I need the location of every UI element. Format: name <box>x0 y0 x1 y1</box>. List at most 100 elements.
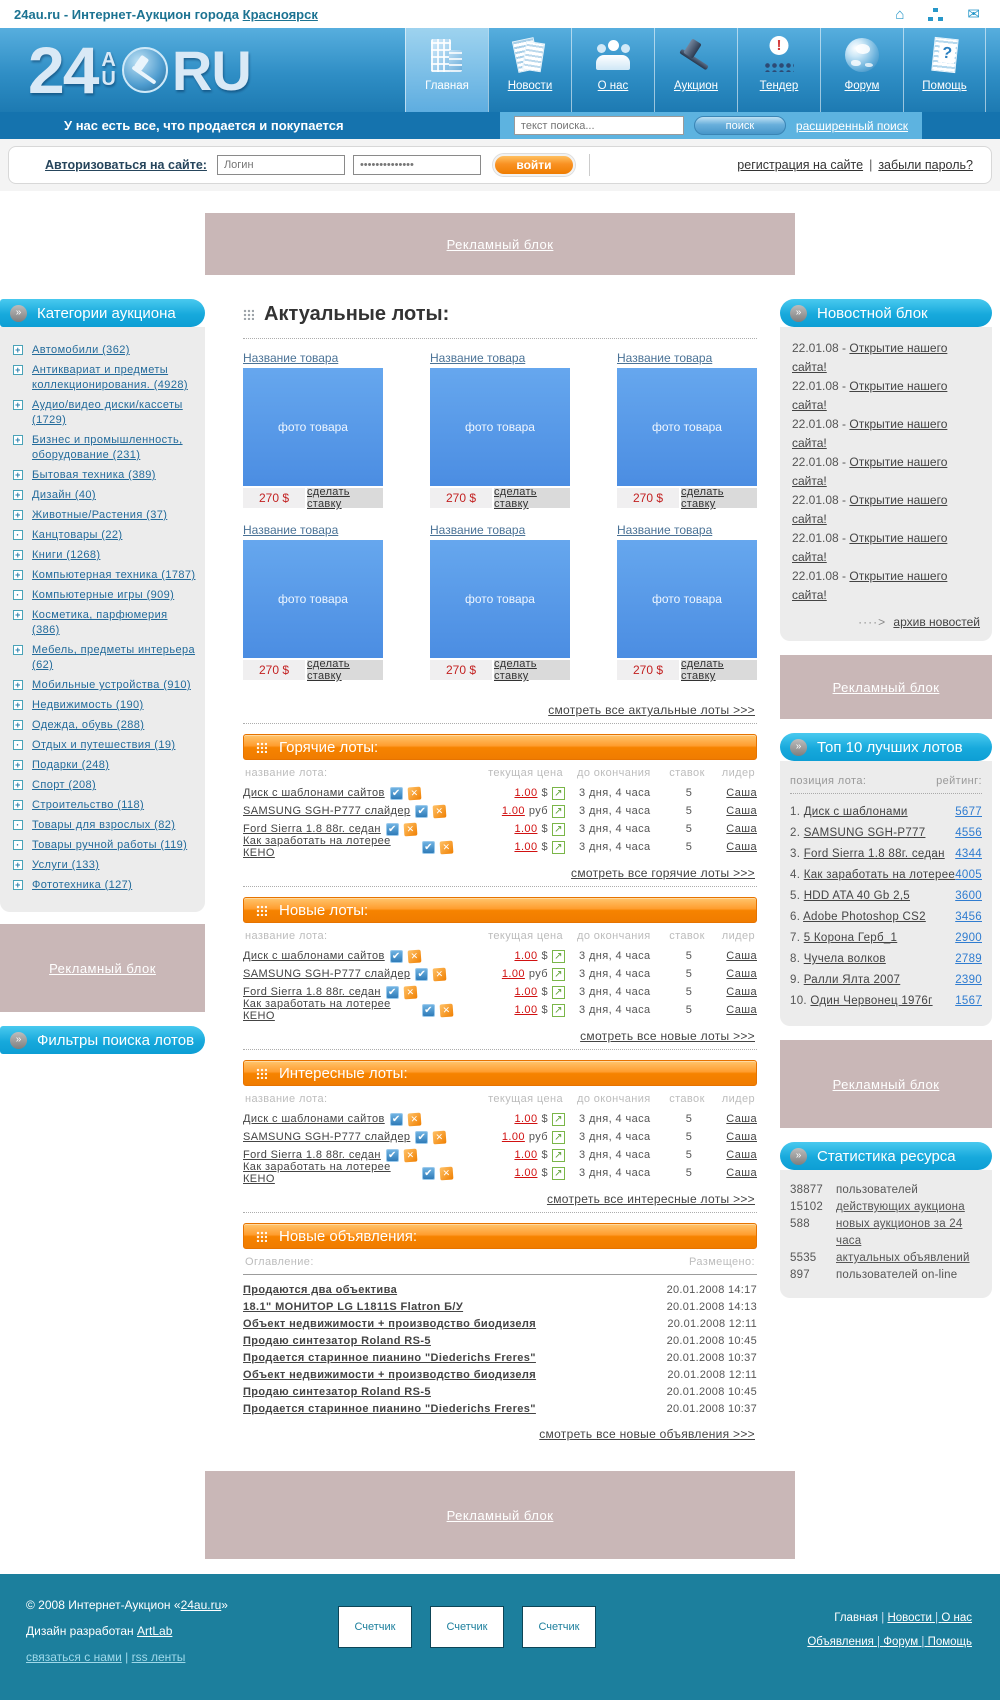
logo[interactable]: 24 A U RU <box>0 28 405 112</box>
current-price-link[interactable]: 1.00 <box>514 1167 538 1179</box>
lot-name-link[interactable]: Как заработать на лотерее КЕНО <box>243 998 391 1022</box>
news-link[interactable]: Открытие нашего сайта! <box>792 341 948 374</box>
news-link[interactable]: Открытие нашего сайта! <box>792 417 948 450</box>
news-archive-link[interactable]: архив новостей <box>893 615 980 629</box>
category-link[interactable]: Дизайн (40) <box>32 489 96 501</box>
current-price-link[interactable]: 1.00 <box>514 787 538 799</box>
place-bid-link[interactable]: сделать ставку <box>681 658 724 682</box>
leader-link[interactable]: Саша <box>726 841 757 853</box>
announcement-link[interactable]: Объект недвижимости + производство биоди… <box>243 1317 537 1330</box>
category-link[interactable]: Недвижимость (190) <box>32 699 144 711</box>
category-item[interactable]: · Компьютерные игры (909) <box>6 586 197 606</box>
search-button[interactable]: поиск <box>693 116 786 135</box>
view-all-announcements-link[interactable]: смотреть все новые объявления >>> <box>539 1427 755 1441</box>
top10-lot-link[interactable]: Один Червонец 1976г <box>810 995 933 1007</box>
nav-label[interactable]: Помощь <box>922 80 967 92</box>
top10-lot-link[interactable]: Ралли Ялта 2007 <box>803 974 901 986</box>
category-item[interactable]: + Бытовая техника (389) <box>6 466 197 486</box>
nav-label[interactable]: Главная <box>425 80 469 92</box>
expand-icon[interactable]: · <box>13 840 23 850</box>
watch-checkbox-icon[interactable] <box>415 804 429 818</box>
announcement-link[interactable]: Продается старинное пианино "Diederichs … <box>243 1402 536 1415</box>
top10-lot-link[interactable]: SAMSUNG SGH-P777 <box>803 827 926 839</box>
category-item[interactable]: + Косметика, парфюмерия (386) <box>6 606 197 641</box>
expand-icon[interactable]: + <box>13 720 23 730</box>
rating-link[interactable]: 5677 <box>955 806 982 818</box>
sitemap-icon[interactable] <box>928 7 943 21</box>
counter-widget[interactable]: Счетчик <box>429 1606 504 1648</box>
nav-tab[interactable]: Тендер <box>737 28 820 112</box>
current-price-link[interactable]: 1.00 <box>501 805 525 817</box>
ad-link[interactable]: Рекламный блок <box>832 1076 940 1092</box>
footer-nav-link[interactable]: О нас <box>941 1612 972 1624</box>
expand-icon[interactable]: · <box>13 740 23 750</box>
category-item[interactable]: + Спорт (208) <box>6 776 197 796</box>
category-item[interactable]: + Строительство (118) <box>6 796 197 816</box>
category-link[interactable]: Услуги (133) <box>32 859 100 871</box>
current-price-link[interactable]: 1.00 <box>514 950 538 962</box>
rating-link[interactable]: 4556 <box>955 827 982 839</box>
rss-link[interactable]: rss ленты <box>131 1650 186 1664</box>
category-item[interactable]: · Товары ручной работы (119) <box>6 836 197 856</box>
category-link[interactable]: Аудио/видео диски/кассеты (1729) <box>32 399 183 426</box>
category-link[interactable]: Отдых и путешествия (19) <box>32 739 176 751</box>
rating-link[interactable]: 4005 <box>955 869 982 881</box>
news-link[interactable]: Открытие нашего сайта! <box>792 455 948 488</box>
leader-link[interactable]: Саша <box>726 950 757 962</box>
lot-name-link[interactable]: SAMSUNG SGH-P777 слайдер <box>243 805 411 817</box>
nav-tab[interactable]: Аукцион <box>654 28 737 112</box>
footer-nav-link[interactable]: Помощь <box>927 1636 972 1648</box>
expand-icon[interactable]: + <box>13 345 23 355</box>
filters-header[interactable]: » Фильтры поиска лотов <box>0 1026 205 1054</box>
place-bid-icon[interactable] <box>552 840 565 854</box>
top10-lot-link[interactable]: Adobe Photoshop CS2 <box>803 911 926 923</box>
news-link[interactable]: Открытие нашего сайта! <box>792 379 948 412</box>
footer-nav-link[interactable]: Новости <box>887 1612 941 1624</box>
advanced-search-link[interactable]: расширенный поиск <box>795 118 908 133</box>
expand-icon[interactable]: + <box>13 400 23 410</box>
bid-cell[interactable]: сделать ставку <box>681 658 757 682</box>
place-bid-link[interactable]: сделать ставку <box>307 658 350 682</box>
leader-link[interactable]: Саша <box>726 1131 757 1143</box>
place-bid-icon[interactable] <box>552 985 565 999</box>
stat-label[interactable]: пользователей <box>836 1184 919 1196</box>
ad-banner-sidebar[interactable]: Рекламный блок <box>0 924 205 1012</box>
announcement-link[interactable]: Продаю синтезатор Roland RS-5 <box>243 1385 431 1398</box>
expand-icon[interactable]: + <box>13 365 23 375</box>
current-price-link[interactable]: 1.00 <box>514 1113 538 1125</box>
nav-tab[interactable]: О нас <box>571 28 654 112</box>
nav-tab[interactable]: Форум <box>820 28 903 112</box>
category-link[interactable]: Бизнес и промышленность, оборудование (2… <box>32 434 183 461</box>
place-bid-icon[interactable] <box>552 822 565 836</box>
expand-icon[interactable]: + <box>13 645 23 655</box>
category-item[interactable]: + Компьютерная техника (1787) <box>6 566 197 586</box>
watch-checkbox-icon[interactable] <box>422 840 435 854</box>
category-item[interactable]: + Бизнес и промышленность, оборудование … <box>6 431 197 466</box>
place-bid-link[interactable]: сделать ставку <box>681 486 724 510</box>
place-bid-icon[interactable] <box>552 1166 565 1180</box>
rating-link[interactable]: 2390 <box>955 974 982 986</box>
lot-name-link[interactable]: SAMSUNG SGH-P777 слайдер <box>243 1131 411 1143</box>
ad-link[interactable]: Рекламный блок <box>49 960 156 976</box>
place-bid-icon[interactable] <box>552 967 565 981</box>
category-item[interactable]: + Животные/Растения (37) <box>6 506 197 526</box>
lot-name-link[interactable]: Диск с шаблонами сайтов <box>243 787 385 799</box>
bid-cell[interactable]: сделать ставку <box>307 486 383 510</box>
nav-label[interactable]: Новости <box>507 80 553 92</box>
lot-name-link[interactable]: Диск с шаблонами сайтов <box>243 1113 385 1125</box>
lot-name-link[interactable]: SAMSUNG SGH-P777 слайдер <box>243 968 411 980</box>
expand-icon[interactable]: + <box>13 760 23 770</box>
expand-icon[interactable]: + <box>13 490 23 500</box>
watch-checkbox-icon[interactable] <box>422 1003 435 1017</box>
watch-checkbox-icon[interactable] <box>385 985 399 999</box>
ad-banner-right-1[interactable]: Рекламный блок <box>780 655 992 719</box>
current-price-link[interactable]: 1.00 <box>514 1149 538 1161</box>
category-link[interactable]: Спорт (208) <box>32 779 97 791</box>
contact-link[interactable]: связаться с нами <box>26 1650 122 1664</box>
leader-link[interactable]: Саша <box>726 1167 757 1179</box>
category-item[interactable]: + Книги (1268) <box>6 546 197 566</box>
place-bid-icon[interactable] <box>552 1112 565 1126</box>
ad-link[interactable]: Рекламный блок <box>446 1507 554 1523</box>
watch-checkbox-icon[interactable] <box>385 1148 399 1162</box>
register-link[interactable]: регистрация на сайте <box>737 158 864 172</box>
